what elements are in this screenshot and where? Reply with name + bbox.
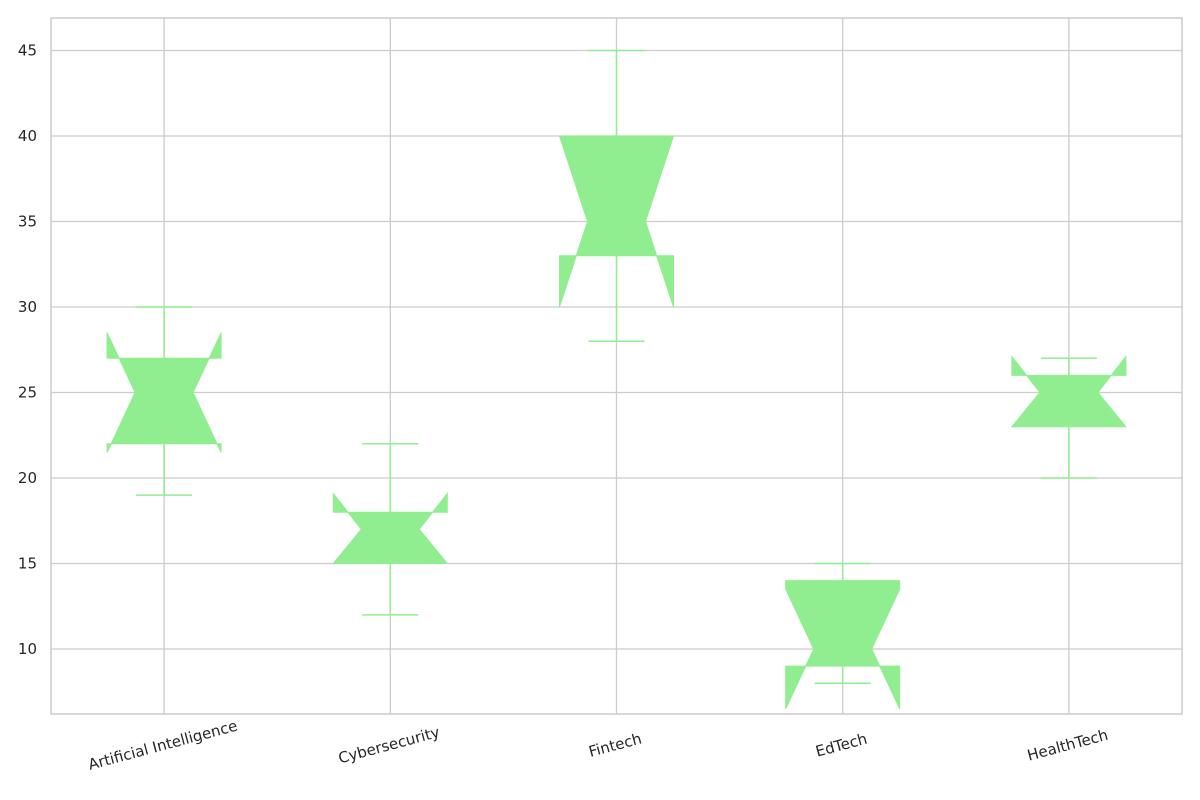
y-tick-label: 10	[18, 640, 37, 658]
box-fintech	[558, 49, 675, 342]
y-tick-label: 20	[18, 469, 37, 487]
y-tick-label: 25	[18, 384, 37, 402]
x-tick-label: Artificial Intelligence	[86, 717, 239, 774]
y-tick-label: 40	[18, 127, 37, 145]
boxes	[106, 49, 1127, 710]
y-tick-label: 35	[18, 212, 37, 230]
y-tick-labels: 10 15 20 25 30 35 40 45	[18, 41, 37, 658]
box-edtech	[785, 562, 901, 710]
x-tick-label: Fintech	[587, 729, 644, 760]
y-tick-label: 45	[18, 41, 37, 59]
notched-box	[785, 580, 901, 710]
box-artificial-intelligence	[106, 306, 222, 496]
y-tick-label: 15	[18, 555, 37, 573]
box-cybersecurity	[332, 443, 449, 616]
y-tick-label: 30	[18, 298, 37, 316]
plot-frame	[50, 17, 1183, 715]
x-tick-label: EdTech	[814, 730, 869, 761]
x-tick-label: HealthTech	[1025, 726, 1110, 765]
x-tick-labels: Artificial Intelligence Cybersecurity Fint…	[86, 717, 1110, 774]
x-tick-label: Cybersecurity	[336, 723, 441, 767]
box-healthtech	[1010, 355, 1127, 479]
